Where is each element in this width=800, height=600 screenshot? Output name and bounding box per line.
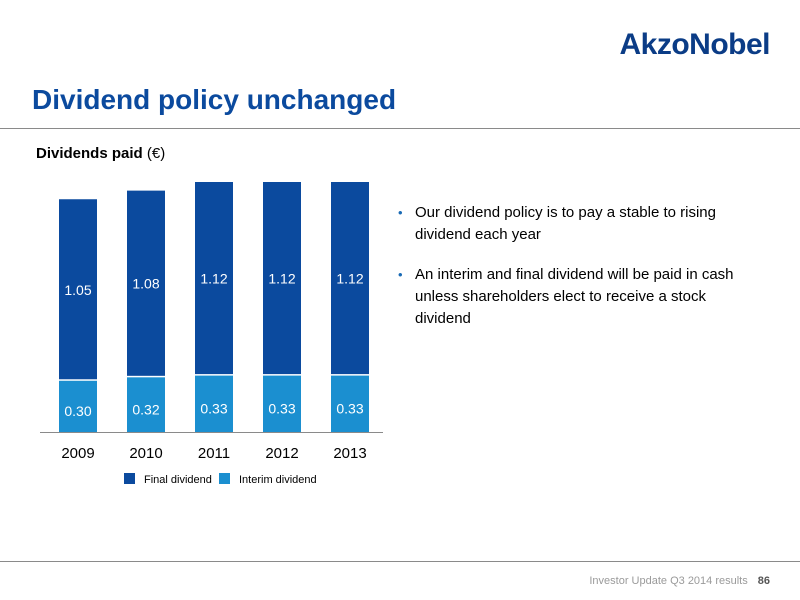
bullet-text: An interim and final dividend will be pa…	[415, 266, 734, 327]
footer-divider	[0, 561, 800, 562]
data-label-interim: 0.33	[200, 401, 227, 417]
data-label-interim: 0.33	[268, 401, 295, 417]
x-tick-label: 2013	[333, 445, 366, 462]
bar-final-2012	[263, 182, 301, 376]
chart-heading: Dividends paid (€)	[36, 145, 165, 162]
bar-final-2011	[195, 182, 233, 376]
legend-label: Interim dividend	[239, 474, 317, 486]
data-label-final: 1.12	[200, 271, 227, 287]
bullet-item: • An interim and final dividend will be p…	[398, 264, 738, 330]
data-label-interim: 0.33	[336, 401, 363, 417]
bar-interim-2011	[195, 375, 233, 432]
page-title: Dividend policy unchanged	[32, 84, 397, 115]
data-label-interim: 0.32	[132, 401, 159, 417]
chart-heading-unit: (€)	[142, 145, 166, 162]
page-number: 86	[757, 575, 770, 587]
data-label-final: 1.12	[268, 271, 295, 287]
bar-interim-2010	[127, 376, 165, 432]
bar-final-2009	[59, 199, 97, 381]
x-tick-label: 2010	[129, 445, 162, 462]
footer-text: Investor Update Q3 2014 results	[589, 575, 748, 587]
bar-final-2013	[331, 182, 369, 376]
footer: Investor Update Q3 2014 results 86	[589, 575, 770, 587]
legend-swatch	[124, 473, 135, 484]
data-label-final: 1.12	[336, 271, 363, 287]
bar-final-2010	[127, 190, 165, 377]
bar-separator	[331, 374, 369, 376]
bar-separator	[195, 374, 233, 376]
data-label-final: 1.08	[132, 276, 159, 292]
legend-label: Final dividend	[144, 474, 212, 486]
bar-interim-2009	[59, 380, 97, 432]
bar-interim-2013	[331, 375, 369, 432]
bullet-list: • Our dividend policy is to pay a stable …	[398, 202, 738, 348]
x-tick-label: 2009	[61, 445, 94, 462]
bar-separator	[127, 375, 165, 378]
bullet-text: Our dividend policy is to pay a stable t…	[415, 204, 716, 243]
bar-separator	[263, 374, 301, 376]
bullet-item: • Our dividend policy is to pay a stable …	[398, 202, 738, 246]
legend-swatch	[219, 473, 230, 484]
akzonobel-logo: AkzoNobel	[619, 28, 770, 61]
bar-separator	[59, 379, 97, 381]
data-label-final: 1.05	[64, 282, 91, 298]
bullet-dot-icon: •	[398, 267, 403, 282]
bullet-dot-icon: •	[398, 205, 403, 220]
title-divider	[0, 128, 800, 129]
chart-heading-bold: Dividends paid	[36, 145, 143, 162]
x-tick-label: 2012	[265, 445, 298, 462]
bar-interim-2012	[263, 375, 301, 432]
data-label-interim: 0.30	[64, 403, 91, 419]
x-tick-label: 2011	[198, 445, 230, 462]
